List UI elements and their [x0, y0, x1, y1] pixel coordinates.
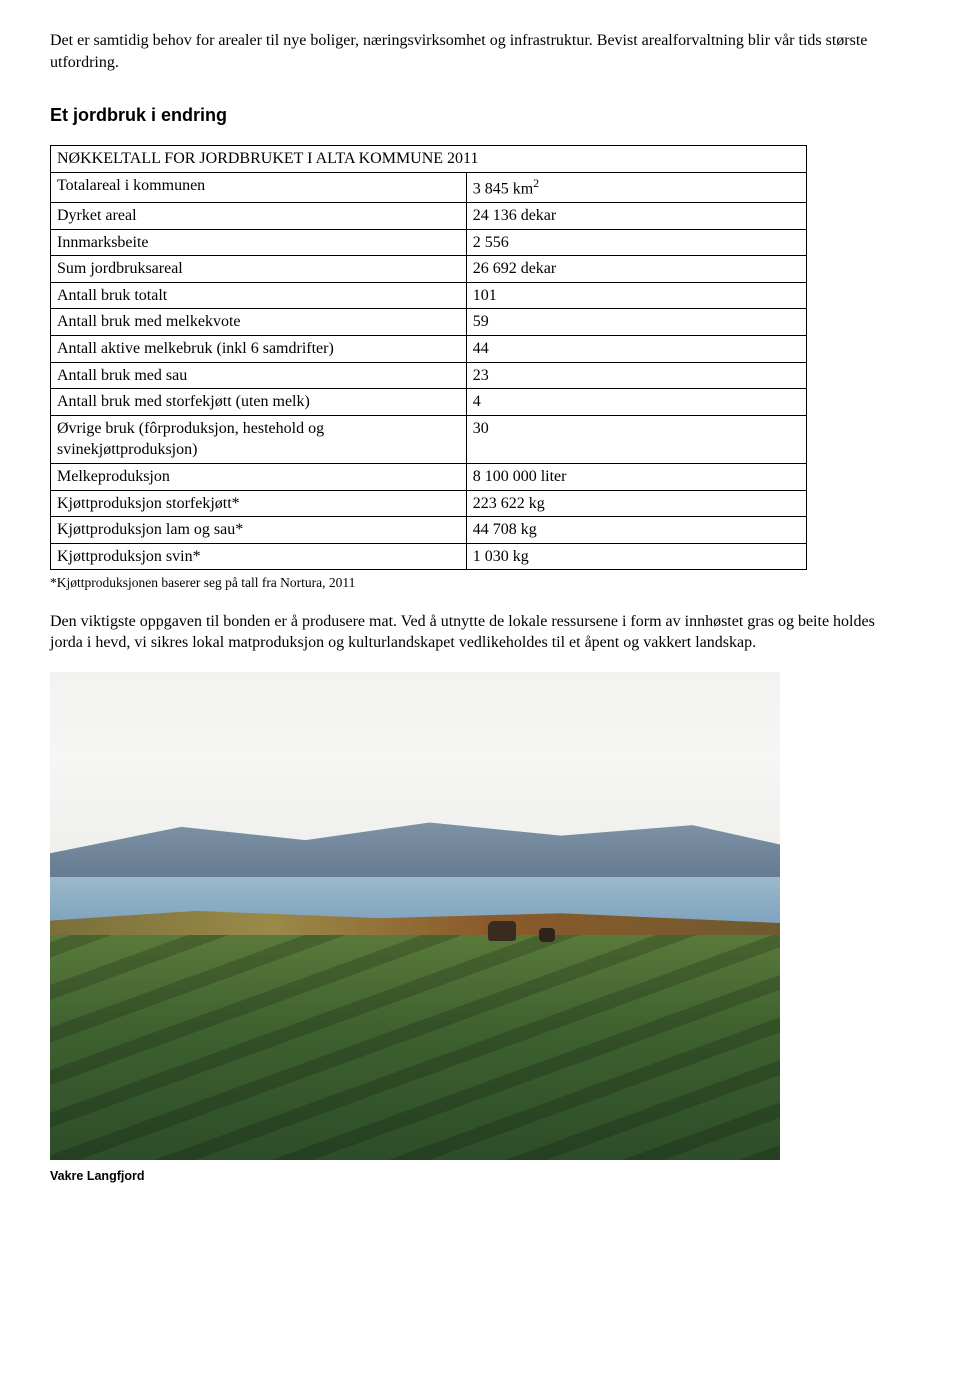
stat-value: 223 622 kg	[466, 490, 806, 517]
stat-value: 44 708 kg	[466, 517, 806, 544]
table-row: Øvrige bruk (fôrproduksjon, hestehold og…	[51, 415, 807, 463]
grass-field	[50, 935, 780, 1159]
stat-value: 44	[466, 335, 806, 362]
table-row: Innmarksbeite2 556	[51, 229, 807, 256]
stat-label: Melkeproduksjon	[51, 463, 467, 490]
cow-icon	[488, 921, 516, 941]
table-row: Kjøttproduksjon storfekjøtt*223 622 kg	[51, 490, 807, 517]
stat-value: 24 136 dekar	[466, 203, 806, 230]
table-title: NØKKELTALL FOR JORDBRUKET I ALTA KOMMUNE…	[51, 146, 807, 173]
stat-label: Antall bruk med melkekvote	[51, 309, 467, 336]
stat-value: 1 030 kg	[466, 543, 806, 570]
stat-value: 23	[466, 362, 806, 389]
stat-value: 26 692 dekar	[466, 256, 806, 283]
stat-label: Antall aktive melkebruk (inkl 6 samdrift…	[51, 335, 467, 362]
table-row: Antall bruk med sau23	[51, 362, 807, 389]
stat-label: Antall bruk med sau	[51, 362, 467, 389]
stat-label: Innmarksbeite	[51, 229, 467, 256]
stat-value: 8 100 000 liter	[466, 463, 806, 490]
stat-label: Antall bruk med storfekjøtt (uten melk)	[51, 389, 467, 416]
table-row: Antall bruk med storfekjøtt (uten melk)4	[51, 389, 807, 416]
stat-label: Kjøttproduksjon svin*	[51, 543, 467, 570]
stat-value: 101	[466, 282, 806, 309]
table-row: Antall bruk med melkekvote59	[51, 309, 807, 336]
table-row: Kjøttproduksjon svin*1 030 kg	[51, 543, 807, 570]
stat-label: Dyrket areal	[51, 203, 467, 230]
stats-table: NØKKELTALL FOR JORDBRUKET I ALTA KOMMUNE…	[50, 145, 807, 570]
stat-label: Kjøttproduksjon storfekjøtt*	[51, 490, 467, 517]
stat-value: 30	[466, 415, 806, 463]
stat-label: Totalareal i kommunen	[51, 173, 467, 203]
table-row: Dyrket areal24 136 dekar	[51, 203, 807, 230]
stat-label: Kjøttproduksjon lam og sau*	[51, 517, 467, 544]
table-row: Melkeproduksjon8 100 000 liter	[51, 463, 807, 490]
table-row: Totalareal i kommunen3 845 km2	[51, 173, 807, 203]
stat-label: Antall bruk totalt	[51, 282, 467, 309]
stat-value: 59	[466, 309, 806, 336]
stat-label: Sum jordbruksareal	[51, 256, 467, 283]
table-row: Kjøttproduksjon lam og sau*44 708 kg	[51, 517, 807, 544]
stat-value: 3 845 km2	[466, 173, 806, 203]
intro-paragraph: Det er samtidig behov for arealer til ny…	[50, 30, 910, 73]
conclusion-paragraph: Den viktigste oppgaven til bonden er å p…	[50, 611, 910, 654]
image-caption: Vakre Langfjord	[50, 1168, 910, 1185]
stat-label: Øvrige bruk (fôrproduksjon, hestehold og…	[51, 415, 467, 463]
table-row: Antall bruk totalt101	[51, 282, 807, 309]
stat-value: 2 556	[466, 229, 806, 256]
cow-icon	[539, 928, 555, 942]
table-row: Sum jordbruksareal26 692 dekar	[51, 256, 807, 283]
landscape-image	[50, 672, 780, 1160]
section-heading: Et jordbruk i endring	[50, 103, 910, 127]
table-row: Antall aktive melkebruk (inkl 6 samdrift…	[51, 335, 807, 362]
table-footnote: *Kjøttproduksjonen baserer seg på tall f…	[50, 574, 910, 592]
stat-value: 4	[466, 389, 806, 416]
